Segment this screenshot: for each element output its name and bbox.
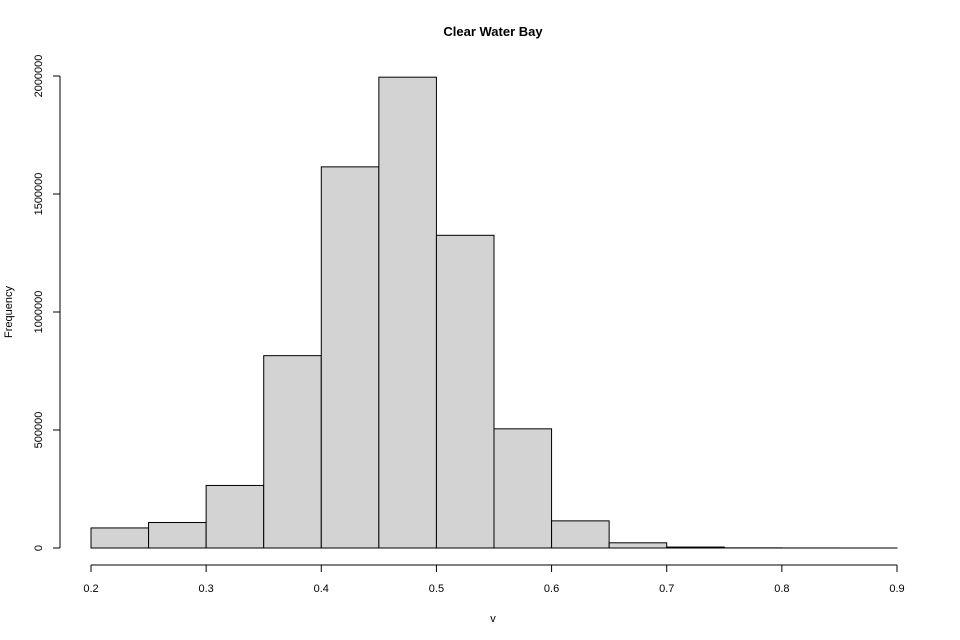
y-tick-label: 0 [33, 545, 45, 551]
x-tick-label: 0.3 [198, 583, 213, 595]
histogram-bar [435, 234, 495, 549]
y-tick-label: 500000 [33, 412, 45, 449]
histogram-bar [551, 520, 610, 549]
histogram-bar [493, 428, 553, 549]
histogram-bar [608, 542, 668, 549]
histogram-bar [148, 522, 207, 549]
histogram-bar [263, 355, 322, 549]
histogram-bar [90, 527, 150, 549]
x-tick-label: 0.8 [774, 583, 789, 595]
x-tick-label: 0.2 [83, 583, 98, 595]
y-tick-label: 1000000 [33, 291, 45, 334]
x-axis: 0.2 0.3 0.4 0.5 0.6 0.7 0.8 0.9 [83, 564, 905, 595]
y-axis: 0 500000 1000000 1500000 2000000 [33, 55, 61, 551]
x-tick-label: 0.6 [544, 583, 559, 595]
x-tick-label: 0.4 [314, 583, 329, 595]
x-tick-label: 0.9 [889, 583, 904, 595]
x-axis-label: v [490, 613, 496, 625]
histogram-bar [205, 484, 265, 549]
x-tick-label: 0.5 [429, 583, 444, 595]
y-axis-label: Frequency [3, 286, 15, 338]
chart-title: Clear Water Bay [443, 24, 543, 39]
y-tick-label: 2000000 [33, 55, 45, 98]
histogram-bar [320, 166, 380, 549]
bars-layer [90, 76, 898, 549]
y-tick-label: 1500000 [33, 173, 45, 216]
histogram-bar [378, 76, 437, 549]
x-tick-label: 0.7 [659, 583, 674, 595]
histogram-bar [666, 546, 725, 549]
